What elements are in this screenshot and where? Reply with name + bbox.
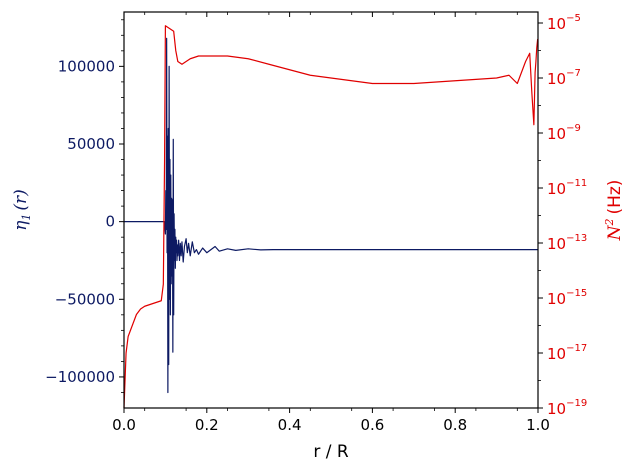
plot-frame bbox=[123, 11, 539, 409]
x-tick-label: 0.2 bbox=[195, 416, 219, 434]
right-y-axis-title-rest: (Hz) bbox=[605, 180, 625, 215]
right-y-tick-label: 10−13 bbox=[547, 233, 587, 253]
x-tick-label: 0.0 bbox=[112, 416, 136, 434]
x-tick-label: 0.4 bbox=[278, 416, 302, 434]
plot-background bbox=[124, 12, 538, 408]
left-y-axis-title-sub: 1 bbox=[20, 214, 33, 221]
left-y-tick-label: −100000 bbox=[45, 368, 115, 386]
right-y-axis-title: N2 (Hz) bbox=[603, 180, 625, 242]
right-y-tick-label: 10−7 bbox=[547, 68, 581, 88]
right-y-tick-label: 10−15 bbox=[547, 288, 587, 308]
right-y-axis: 10−5 10−7 10−9 10−11 10−13 10−15 10−17 10−19 bbox=[538, 13, 587, 418]
svg-text:N2(Hz): N2 (Hz) bbox=[603, 180, 625, 242]
x-tick-label: 0.8 bbox=[443, 416, 467, 434]
x-axis: 0.0 0.2 0.4 0.6 0.8 1.0 bbox=[112, 12, 550, 434]
left-y-axis-title-symbol: η bbox=[11, 220, 31, 231]
left-y-tick-label: 100000 bbox=[58, 57, 115, 75]
right-y-tick-label: 10−5 bbox=[547, 13, 581, 33]
left-y-axis: 100000 50000 0 −50000 −100000 bbox=[45, 19, 124, 393]
eta1-series-line bbox=[124, 37, 538, 394]
left-y-axis-title: η1 (r) bbox=[11, 189, 33, 231]
left-y-tick-label: 0 bbox=[105, 213, 115, 231]
right-y-tick-label: 10−9 bbox=[547, 123, 581, 143]
right-y-tick-label: 10−19 bbox=[547, 398, 587, 418]
x-tick-label: 1.0 bbox=[526, 416, 550, 434]
x-axis-title: r / R bbox=[313, 442, 349, 462]
right-y-tick-label: 10−11 bbox=[547, 178, 587, 198]
left-y-axis-title-rest: (r) bbox=[11, 189, 31, 210]
series-layer bbox=[123, 25, 539, 409]
n2-series-line bbox=[123, 25, 539, 409]
left-y-tick-label: −50000 bbox=[55, 290, 115, 308]
left-y-tick-label: 50000 bbox=[67, 135, 115, 153]
svg-text:η1(r): η1 (r) bbox=[11, 189, 33, 231]
x-tick-label: 0.6 bbox=[360, 416, 384, 434]
right-y-tick-label: 10−17 bbox=[547, 343, 587, 363]
right-y-axis-title-sup: 2 bbox=[603, 219, 616, 227]
right-y-axis-title-symbol: N bbox=[605, 224, 625, 241]
